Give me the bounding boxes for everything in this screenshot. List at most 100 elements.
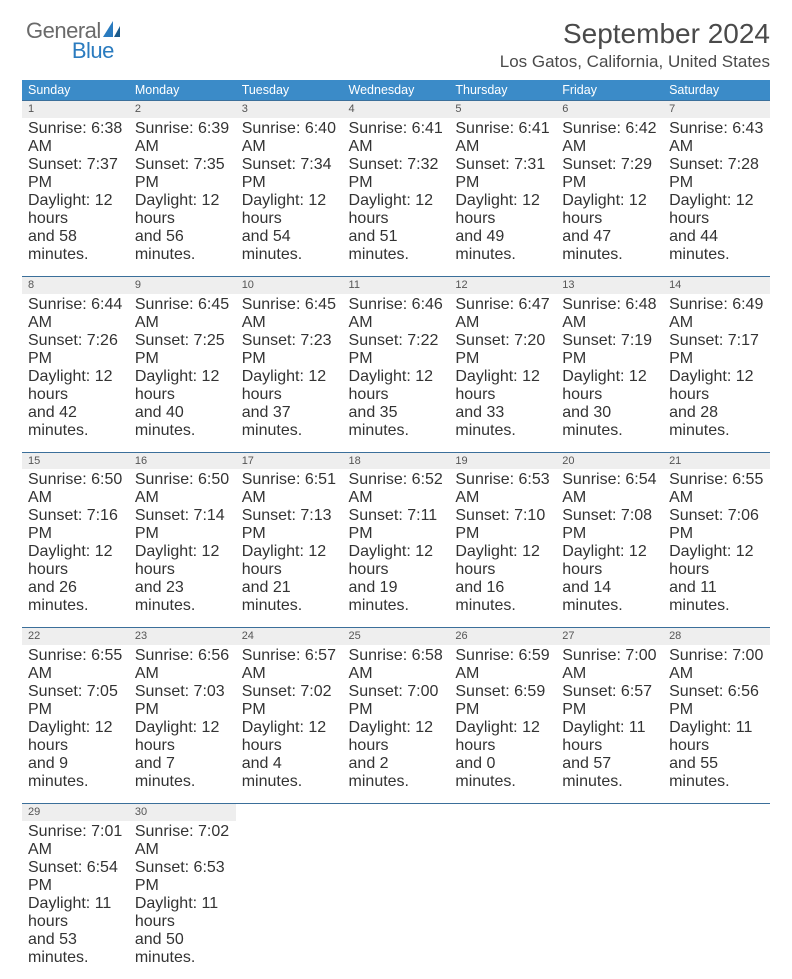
daylight-text-2: and 2 minutes. [349, 755, 444, 791]
sunrise-text: Sunrise: 6:55 AM [669, 471, 764, 507]
sunset-text: Sunset: 7:08 PM [562, 507, 657, 543]
day-detail-cell: Sunrise: 6:40 AMSunset: 7:34 PMDaylight:… [236, 118, 343, 277]
day-number-cell: 21 [663, 452, 770, 469]
day-detail-cell: Sunrise: 6:56 AMSunset: 7:03 PMDaylight:… [129, 645, 236, 804]
day-number-cell: 8 [22, 276, 129, 293]
day-number-cell: 27 [556, 628, 663, 645]
daylight-text-2: and 4 minutes. [242, 755, 337, 791]
sunrise-text: Sunrise: 6:38 AM [28, 120, 123, 156]
day-detail-cell: Sunrise: 6:54 AMSunset: 7:08 PMDaylight:… [556, 469, 663, 628]
day-detail-cell: Sunrise: 6:53 AMSunset: 7:10 PMDaylight:… [449, 469, 556, 628]
sunset-text: Sunset: 7:11 PM [349, 507, 444, 543]
daylight-text-2: and 33 minutes. [455, 404, 550, 440]
day-detail-cell: Sunrise: 6:52 AMSunset: 7:11 PMDaylight:… [343, 469, 450, 628]
daylight-text-1: Daylight: 12 hours [349, 192, 444, 228]
day-number-cell: 9 [129, 276, 236, 293]
day-detail-cell: Sunrise: 6:45 AMSunset: 7:23 PMDaylight:… [236, 294, 343, 453]
daylight-text-2: and 56 minutes. [135, 228, 230, 264]
sunset-text: Sunset: 7:19 PM [562, 332, 657, 368]
day-number-cell: 1 [22, 101, 129, 118]
day-detail-cell: Sunrise: 6:48 AMSunset: 7:19 PMDaylight:… [556, 294, 663, 453]
sunset-text: Sunset: 7:28 PM [669, 156, 764, 192]
sunset-text: Sunset: 6:59 PM [455, 683, 550, 719]
daylight-text-2: and 49 minutes. [455, 228, 550, 264]
daylight-text-2: and 40 minutes. [135, 404, 230, 440]
daylight-text-2: and 54 minutes. [242, 228, 337, 264]
sunset-text: Sunset: 7:23 PM [242, 332, 337, 368]
sunrise-text: Sunrise: 6:59 AM [455, 647, 550, 683]
daylight-text-2: and 9 minutes. [28, 755, 123, 791]
sunrise-text: Sunrise: 6:50 AM [135, 471, 230, 507]
sunrise-text: Sunrise: 6:47 AM [455, 296, 550, 332]
daylight-text-1: Daylight: 11 hours [135, 895, 230, 931]
sunset-text: Sunset: 7:05 PM [28, 683, 123, 719]
daylight-text-2: and 50 minutes. [135, 931, 230, 967]
sunset-text: Sunset: 7:22 PM [349, 332, 444, 368]
day-number-cell: 26 [449, 628, 556, 645]
day-detail-cell: Sunrise: 6:41 AMSunset: 7:31 PMDaylight:… [449, 118, 556, 277]
daylight-text-1: Daylight: 12 hours [669, 543, 764, 579]
day-number-cell: 28 [663, 628, 770, 645]
sunset-text: Sunset: 7:29 PM [562, 156, 657, 192]
sunrise-text: Sunrise: 6:46 AM [349, 296, 444, 332]
daylight-text-1: Daylight: 11 hours [669, 719, 764, 755]
day-detail-cell: Sunrise: 6:59 AMSunset: 6:59 PMDaylight:… [449, 645, 556, 804]
daylight-text-2: and 42 minutes. [28, 404, 123, 440]
daylight-text-1: Daylight: 12 hours [669, 368, 764, 404]
daylight-text-1: Daylight: 11 hours [562, 719, 657, 755]
day-number-cell: 23 [129, 628, 236, 645]
sunset-text: Sunset: 7:10 PM [455, 507, 550, 543]
title-block: September 2024 Los Gatos, California, Un… [500, 18, 770, 72]
day-number-cell: 20 [556, 452, 663, 469]
day-detail-cell: Sunrise: 6:47 AMSunset: 7:20 PMDaylight:… [449, 294, 556, 453]
day-detail-cell: Sunrise: 6:55 AMSunset: 7:05 PMDaylight:… [22, 645, 129, 804]
sunset-text: Sunset: 6:57 PM [562, 683, 657, 719]
daylight-text-1: Daylight: 12 hours [455, 719, 550, 755]
sunset-text: Sunset: 7:02 PM [242, 683, 337, 719]
logo: General Blue [26, 18, 124, 64]
weekday-header: Friday [556, 80, 663, 101]
sunrise-text: Sunrise: 6:39 AM [135, 120, 230, 156]
day-number-row: 15161718192021 [22, 452, 770, 469]
sunrise-text: Sunrise: 6:49 AM [669, 296, 764, 332]
daylight-text-2: and 53 minutes. [28, 931, 123, 967]
weekday-header: Thursday [449, 80, 556, 101]
sunset-text: Sunset: 6:56 PM [669, 683, 764, 719]
sunset-text: Sunset: 7:32 PM [349, 156, 444, 192]
weekday-header: Monday [129, 80, 236, 101]
daylight-text-1: Daylight: 12 hours [135, 543, 230, 579]
sunrise-text: Sunrise: 7:01 AM [28, 823, 123, 859]
day-detail-cell: Sunrise: 7:02 AMSunset: 6:53 PMDaylight:… [129, 821, 236, 979]
day-number-row: 1234567 [22, 101, 770, 118]
sunrise-text: Sunrise: 6:58 AM [349, 647, 444, 683]
day-detail-cell: Sunrise: 6:39 AMSunset: 7:35 PMDaylight:… [129, 118, 236, 277]
day-detail-cell: Sunrise: 6:42 AMSunset: 7:29 PMDaylight:… [556, 118, 663, 277]
day-number-cell: 2 [129, 101, 236, 118]
daylight-text-1: Daylight: 12 hours [28, 719, 123, 755]
day-detail-cell: Sunrise: 7:00 AMSunset: 6:57 PMDaylight:… [556, 645, 663, 804]
sunset-text: Sunset: 7:14 PM [135, 507, 230, 543]
day-detail-row: Sunrise: 6:55 AMSunset: 7:05 PMDaylight:… [22, 645, 770, 804]
day-number-cell: 7 [663, 101, 770, 118]
day-number-cell: 22 [22, 628, 129, 645]
sunset-text: Sunset: 7:34 PM [242, 156, 337, 192]
daylight-text-2: and 16 minutes. [455, 579, 550, 615]
day-number-cell: 15 [22, 452, 129, 469]
day-detail-cell: Sunrise: 7:01 AMSunset: 6:54 PMDaylight:… [22, 821, 129, 979]
daylight-text-2: and 14 minutes. [562, 579, 657, 615]
sunrise-text: Sunrise: 6:56 AM [135, 647, 230, 683]
sunrise-text: Sunrise: 6:44 AM [28, 296, 123, 332]
daylight-text-1: Daylight: 12 hours [28, 192, 123, 228]
sunset-text: Sunset: 7:06 PM [669, 507, 764, 543]
sunrise-text: Sunrise: 6:45 AM [135, 296, 230, 332]
day-detail-cell: Sunrise: 6:55 AMSunset: 7:06 PMDaylight:… [663, 469, 770, 628]
daylight-text-1: Daylight: 12 hours [562, 368, 657, 404]
day-detail-cell: Sunrise: 6:49 AMSunset: 7:17 PMDaylight:… [663, 294, 770, 453]
day-number-cell: 24 [236, 628, 343, 645]
sunrise-text: Sunrise: 6:52 AM [349, 471, 444, 507]
sunrise-text: Sunrise: 6:57 AM [242, 647, 337, 683]
day-detail-row: Sunrise: 6:38 AMSunset: 7:37 PMDaylight:… [22, 118, 770, 277]
daylight-text-1: Daylight: 12 hours [349, 368, 444, 404]
daylight-text-2: and 19 minutes. [349, 579, 444, 615]
daylight-text-2: and 30 minutes. [562, 404, 657, 440]
